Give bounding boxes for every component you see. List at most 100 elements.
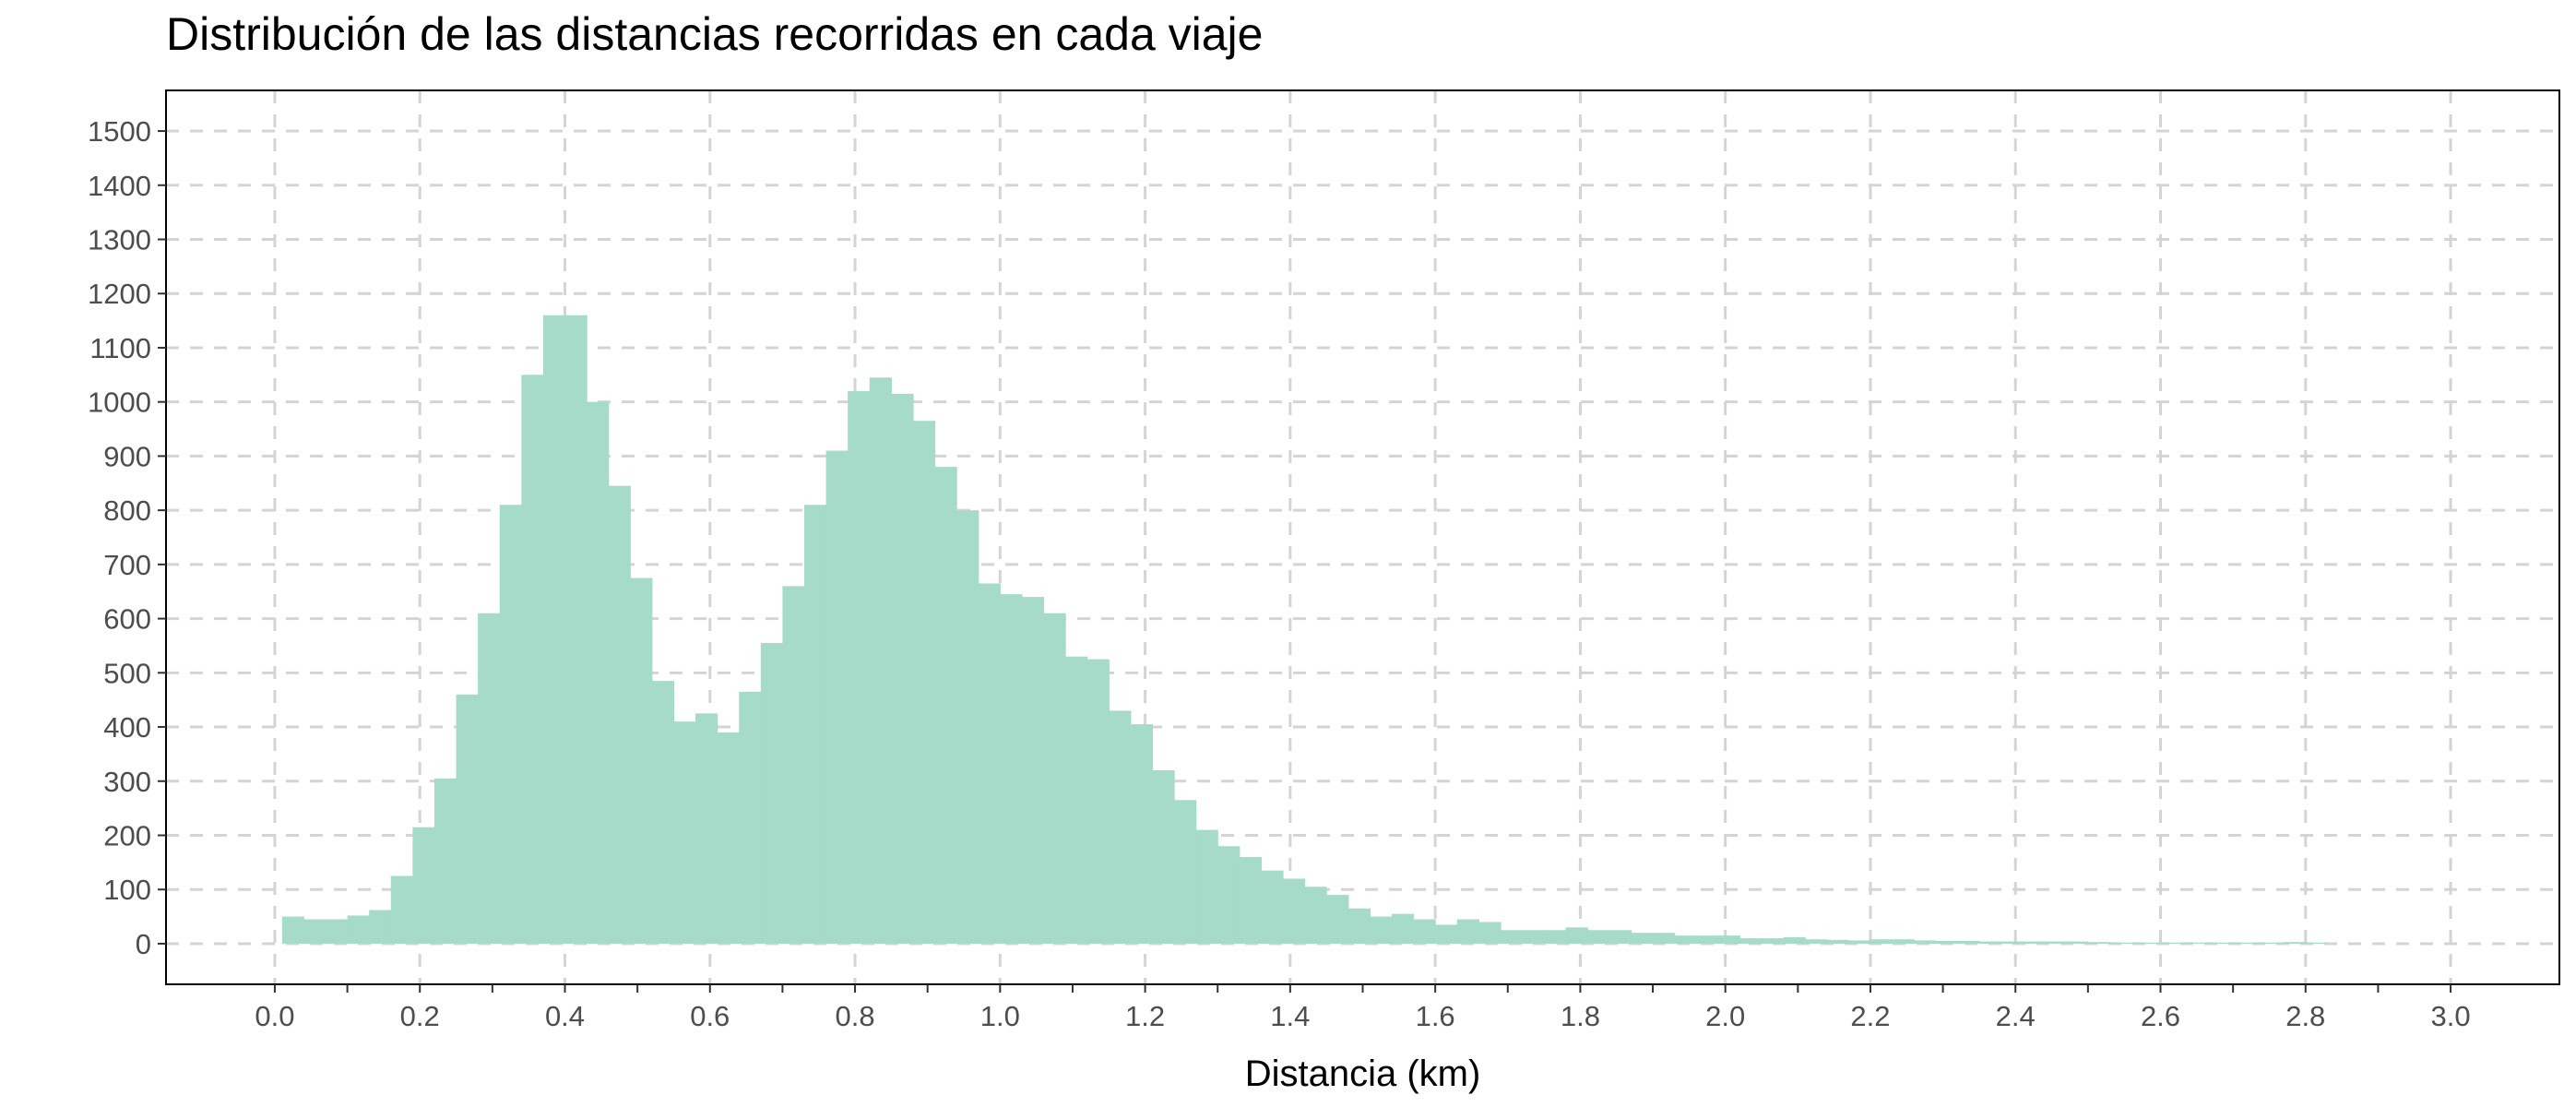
histogram-bar xyxy=(2066,941,2089,944)
y-tick-label: 1100 xyxy=(89,332,151,364)
histogram-bar xyxy=(2284,942,2307,944)
histogram-bar xyxy=(1021,597,1045,944)
histogram-bar xyxy=(1565,927,1588,944)
histogram-bar xyxy=(1109,710,1132,944)
histogram-bar xyxy=(1456,919,1479,944)
histogram-bar xyxy=(1957,941,1980,944)
histogram-bar xyxy=(760,643,784,944)
histogram-bar xyxy=(303,919,326,944)
histogram-bar xyxy=(1478,922,1502,944)
histogram-bar xyxy=(1717,935,1741,944)
axes: 0 100 200 300 400 500 600 700 800 900 1000 1100 1200… xyxy=(88,115,2471,1032)
histogram-bar xyxy=(1762,938,1785,944)
histogram-bar xyxy=(934,467,957,944)
histogram-bar xyxy=(1304,887,1327,944)
y-tick-label: 700 xyxy=(103,549,151,581)
histogram-bar xyxy=(1914,940,1937,944)
histogram-bar xyxy=(1848,940,1871,944)
histogram-bar xyxy=(1326,895,1349,944)
grid-lines xyxy=(166,90,2559,984)
histogram-bar xyxy=(956,510,979,944)
histogram-bar xyxy=(1500,930,1524,944)
histogram-bar xyxy=(1978,941,2002,944)
histogram-bar xyxy=(1000,594,1023,944)
histogram-bar xyxy=(630,577,653,944)
histogram-bar xyxy=(564,315,588,944)
y-tick-label: 1200 xyxy=(88,278,151,310)
histogram-bar xyxy=(848,390,871,944)
y-tick-label: 0 xyxy=(136,928,151,960)
histogram-bar xyxy=(1283,878,1306,944)
y-tick-label: 400 xyxy=(103,711,151,744)
y-tick-label: 300 xyxy=(103,766,151,798)
histogram-bar xyxy=(2109,942,2132,944)
histogram-bar xyxy=(804,505,827,944)
histogram-bar xyxy=(1892,939,1915,944)
x-tick-label: 3.0 xyxy=(2430,1000,2470,1032)
histogram-bar xyxy=(1130,724,1154,944)
x-tick-label: 0.8 xyxy=(835,1000,874,1032)
histogram-bar xyxy=(412,827,435,944)
histogram-bar xyxy=(499,505,522,944)
histogram-bar xyxy=(1587,930,1610,944)
histogram-bar xyxy=(347,915,370,944)
x-axis-title: Distancia (km) xyxy=(1245,1053,1481,1094)
histogram-bar xyxy=(1674,935,1697,944)
y-tick-label: 1500 xyxy=(88,115,151,148)
histogram-bar xyxy=(1065,656,1088,944)
x-tick-label: 0.6 xyxy=(690,1000,730,1032)
y-tick-label: 200 xyxy=(103,820,151,852)
histogram-bar xyxy=(739,691,762,944)
histogram-bar xyxy=(2218,942,2241,944)
histogram-bar xyxy=(2023,941,2046,944)
histogram-bar xyxy=(2087,942,2111,944)
x-tick-label: 2.4 xyxy=(1996,1000,2036,1032)
y-tick-label: 1400 xyxy=(88,170,151,202)
histogram-bar xyxy=(912,421,936,944)
histogram-bar xyxy=(869,377,892,944)
histogram-bar xyxy=(1413,919,1436,944)
x-tick-label: 1.6 xyxy=(1416,1000,1455,1032)
histogram-bar xyxy=(1544,930,1567,944)
x-tick-label: 1.4 xyxy=(1270,1000,1310,1032)
histogram-bar xyxy=(1174,800,1197,944)
histogram-bar xyxy=(2044,941,2067,944)
x-tick-label: 0.0 xyxy=(255,1000,294,1032)
x-tick-label: 1.2 xyxy=(1125,1000,1165,1032)
histogram-bar xyxy=(369,910,392,944)
histogram-bar xyxy=(1261,870,1284,944)
histogram-bar xyxy=(542,315,566,944)
histogram-bar xyxy=(2240,942,2263,944)
histogram-bar xyxy=(2261,942,2285,944)
histogram-bar xyxy=(2175,942,2198,944)
histogram-bar xyxy=(1347,908,1371,944)
histogram-bar xyxy=(717,732,740,944)
histogram-bar xyxy=(1696,935,1719,944)
histogram-bar xyxy=(433,778,457,944)
histogram-bar xyxy=(2000,941,2024,944)
histogram-bar xyxy=(1370,916,1393,944)
histogram-bar xyxy=(1826,939,1849,944)
x-tick-label: 0.4 xyxy=(545,1000,585,1032)
histogram-bar xyxy=(2131,942,2155,944)
histogram-bar xyxy=(1086,659,1110,944)
histogram-bar xyxy=(1522,930,1545,944)
histogram-bar xyxy=(2305,942,2328,944)
histogram-bar xyxy=(326,919,349,944)
histogram-bar xyxy=(782,586,805,944)
histogram-bar xyxy=(673,721,696,944)
histogram-bar xyxy=(608,485,631,944)
histogram-bar xyxy=(1631,933,1654,944)
x-tick-label: 2.8 xyxy=(2285,1000,2325,1032)
histogram-bar xyxy=(1152,770,1175,944)
histogram-bar xyxy=(1435,924,1458,944)
histogram-bar xyxy=(1195,829,1218,944)
y-tick-label: 600 xyxy=(103,603,151,636)
histogram-bar xyxy=(587,401,610,944)
histogram-bar xyxy=(1870,939,1893,944)
y-tick-label: 800 xyxy=(103,494,151,527)
x-tick-label: 2.6 xyxy=(2141,1000,2180,1032)
histogram-bar xyxy=(1739,938,1763,944)
histogram-bar xyxy=(978,583,1001,944)
